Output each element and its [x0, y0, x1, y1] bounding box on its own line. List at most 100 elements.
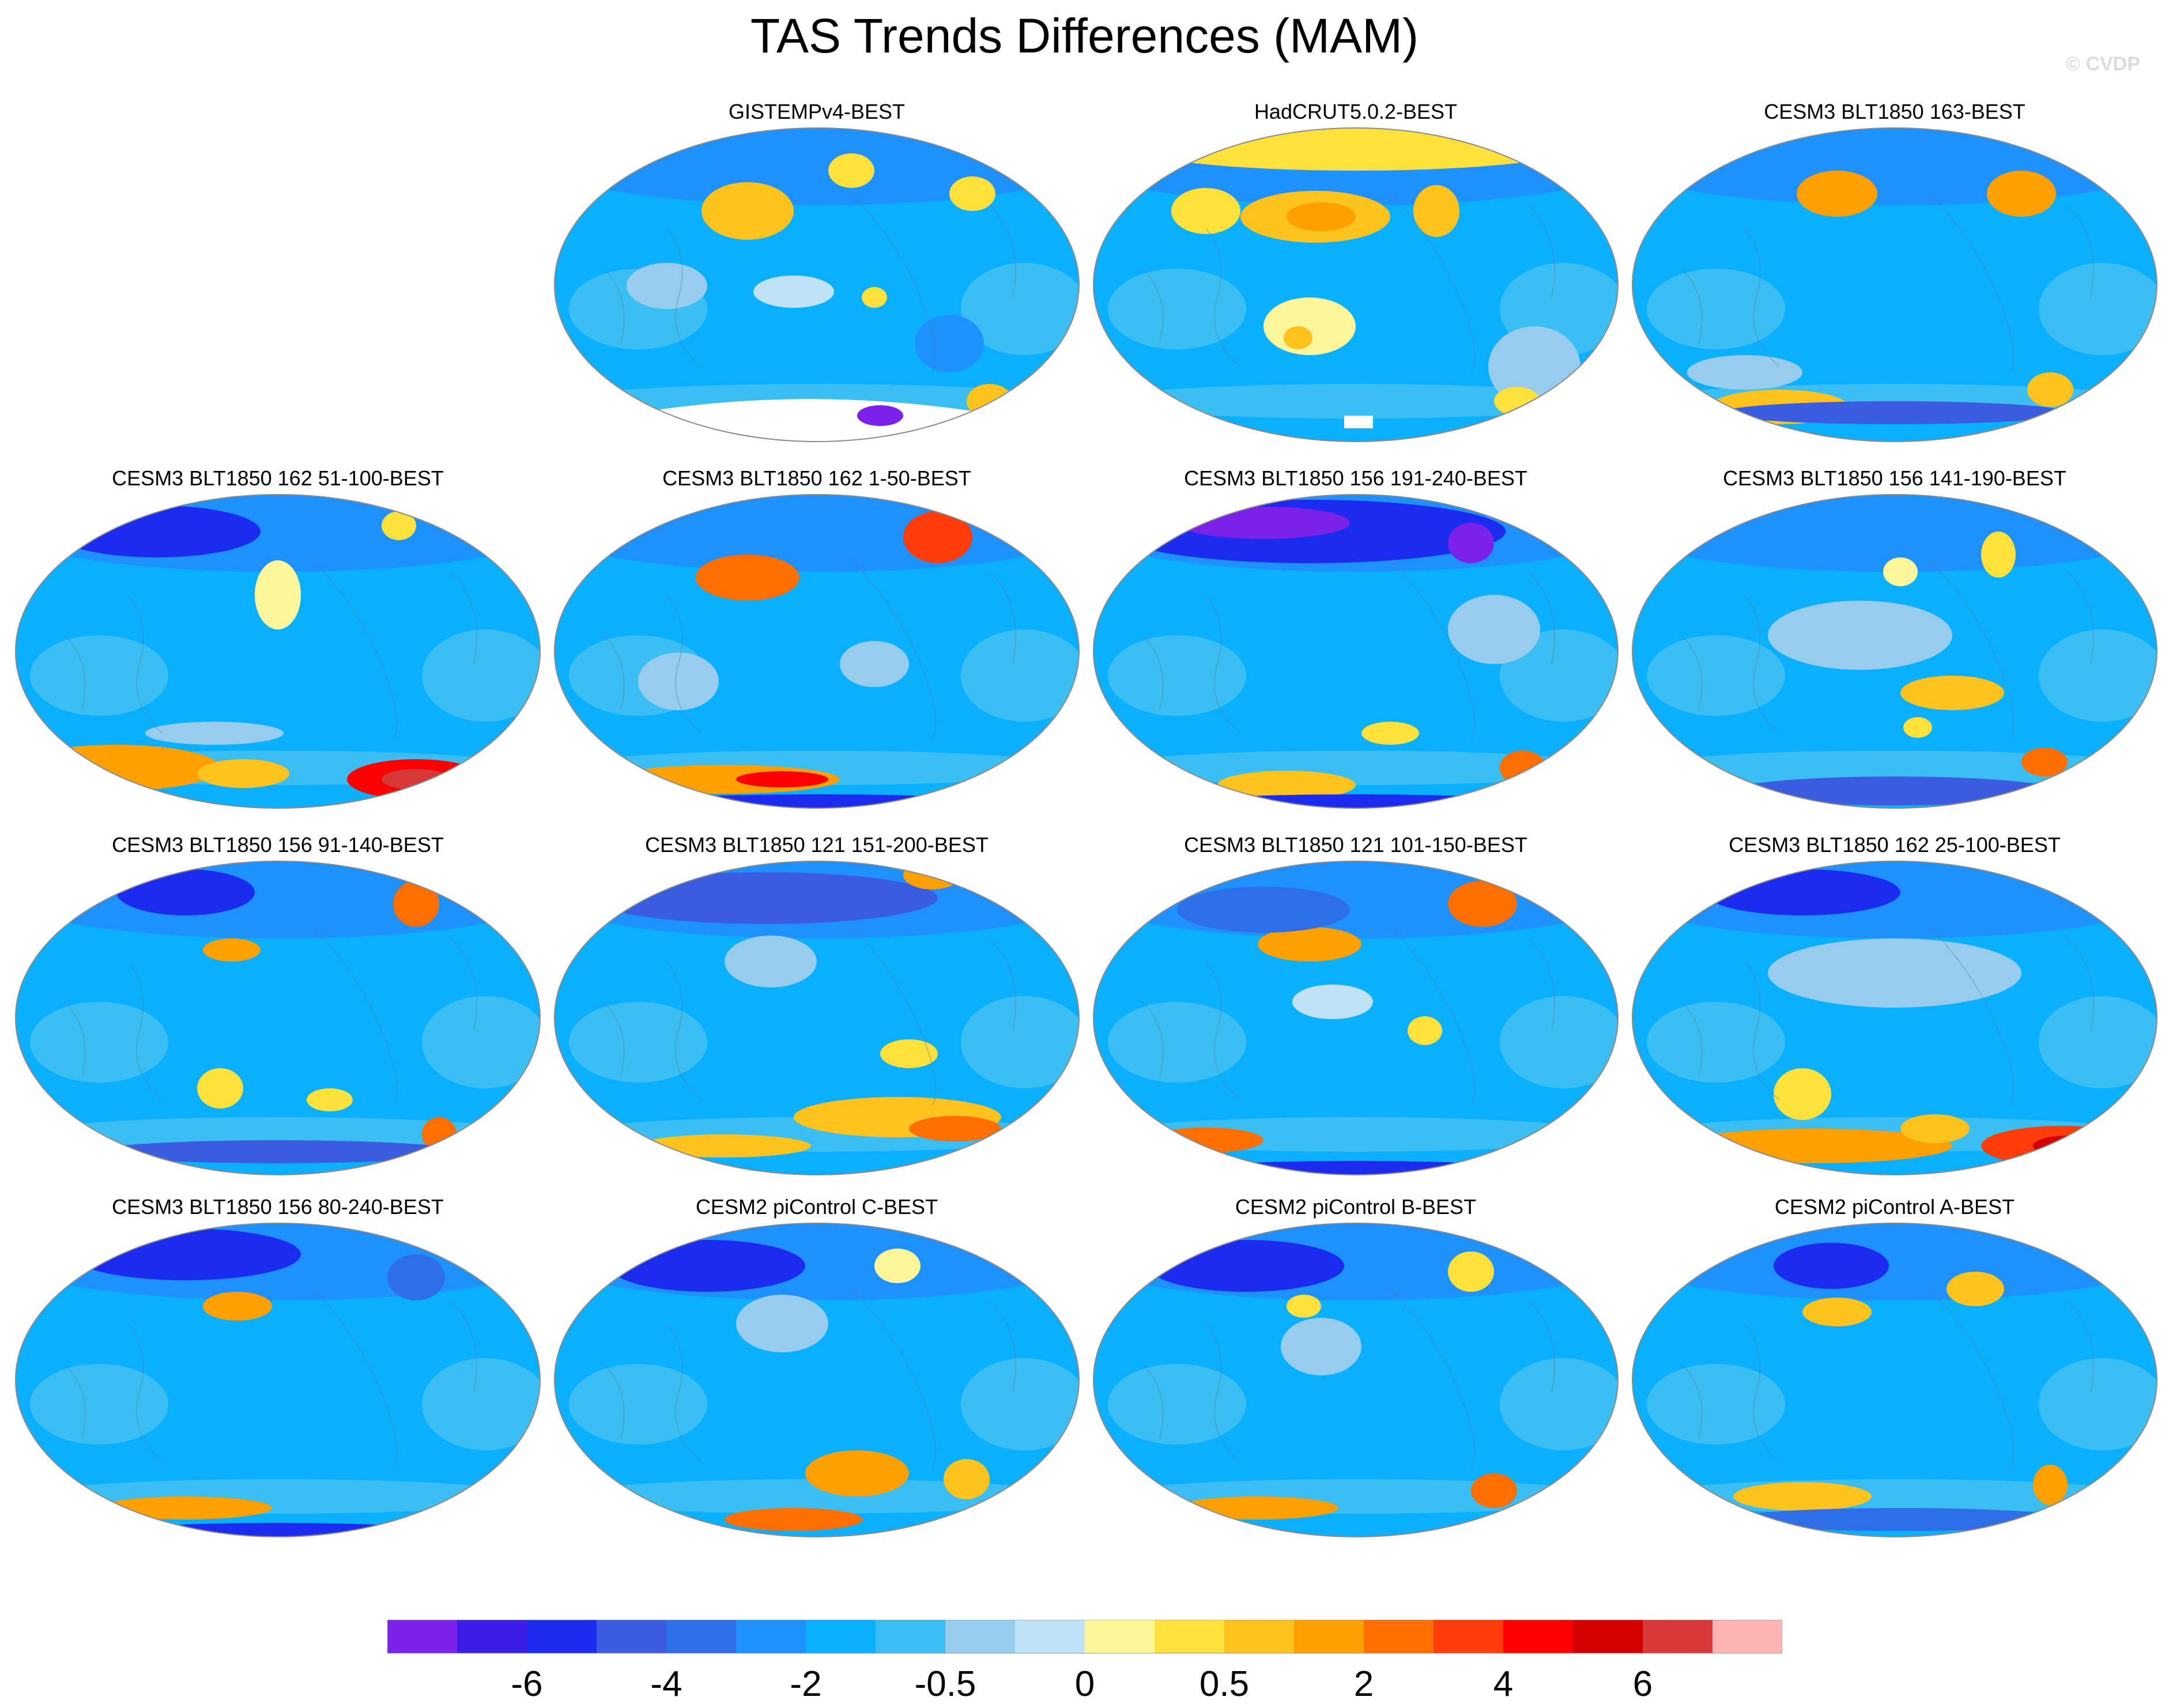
- anomaly-region: [1647, 1364, 1785, 1445]
- coastline: [603, 926, 1016, 1106]
- anomaly-region: [1093, 1223, 1618, 1300]
- anomaly-region: [949, 176, 995, 211]
- map-border: [1093, 1223, 1619, 1537]
- anomaly-region: [1413, 185, 1459, 237]
- robinson-map: [554, 494, 1080, 809]
- anomaly-region: [874, 1249, 921, 1283]
- robinson-map: [554, 127, 1080, 442]
- anomaly-region: [1281, 1318, 1361, 1375]
- panel-title: GISTEMPv4-BEST: [728, 100, 906, 123]
- anomaly-region: [1647, 635, 1785, 716]
- anomaly-region: [1802, 1298, 1872, 1326]
- anomaly-region: [1647, 269, 1785, 349]
- map-panel: CESM2 piControl B-BEST: [1091, 1194, 1621, 1540]
- map-border: [554, 494, 1080, 809]
- anomaly-region: [382, 769, 451, 790]
- anomaly-region: [70, 1228, 301, 1280]
- anomaly-region: [736, 771, 828, 787]
- map-border: [554, 1223, 1080, 1537]
- anomaly-region: [1768, 601, 1952, 670]
- robinson-map: [1632, 127, 2157, 442]
- coastline: [1142, 560, 1555, 740]
- colorbar-swatch: [1015, 1620, 1085, 1653]
- robinson-map: [15, 494, 541, 809]
- anomaly-region: [1171, 188, 1240, 234]
- anomaly-region: [30, 1364, 168, 1445]
- anomaly-region: [862, 287, 887, 308]
- colorbar-tick-label: 4: [1493, 1664, 1513, 1704]
- anomaly-region: [753, 276, 834, 308]
- colorbar-swatch: [1503, 1620, 1574, 1653]
- panel-title: HadCRUT5.0.2-BEST: [1254, 100, 1458, 123]
- anomaly-region: [1903, 717, 1932, 738]
- anomaly-region: [16, 861, 540, 938]
- map-panel: CESM3 BLT1850 156 191-240-BEST: [1091, 466, 1621, 812]
- anomaly-region: [725, 1508, 863, 1531]
- anomaly-region: [2027, 372, 2073, 407]
- colorbar-tick-label: 6: [1633, 1664, 1653, 1704]
- anomaly-region: [1448, 595, 1540, 664]
- robinson-map: [15, 1223, 541, 1537]
- coastline: [1681, 1288, 2094, 1468]
- robinson-map: [554, 1223, 1080, 1537]
- anomaly-region: [1494, 387, 1540, 416]
- coastline: [64, 926, 477, 1106]
- anomaly-region: [1981, 531, 2016, 578]
- anomaly-region: [569, 1364, 707, 1445]
- anomaly-region: [1108, 269, 1246, 349]
- anomaly-region: [1774, 1068, 1831, 1120]
- anomaly-region: [1727, 1508, 2073, 1531]
- colorbar-swatch: [1364, 1620, 1434, 1653]
- colorbar-swatch: [1155, 1620, 1225, 1653]
- colorbar-swatch: [666, 1620, 737, 1653]
- anomaly-region: [1148, 1128, 1263, 1153]
- anomaly-region: [2033, 1136, 2102, 1156]
- robinson-map: [1093, 1223, 1619, 1537]
- map-border: [1632, 494, 2157, 809]
- anomaly-region: [609, 1240, 805, 1292]
- map-panel: CESM2 piControl C-BEST: [552, 1194, 1082, 1540]
- panel-title: CESM3 BLT1850 156 80-240-BEST: [112, 1195, 444, 1219]
- panel-title: CESM3 BLT1850 121 101-150-BEST: [1184, 833, 1527, 857]
- anomaly-region: [382, 511, 416, 540]
- map-border: [1093, 494, 1619, 809]
- panel-title: CESM3 BLT1850 162 51-100-BEST: [112, 466, 444, 490]
- anomaly-region: [909, 1116, 1001, 1141]
- anomaly-region: [393, 881, 439, 927]
- robinson-map: [1093, 861, 1619, 1175]
- anomaly-region: [1641, 751, 2148, 785]
- anomaly-region: [2039, 1358, 2157, 1450]
- anomaly-region: [915, 315, 984, 372]
- anomaly-region: [961, 263, 1079, 355]
- coastline: [1681, 560, 2094, 740]
- anomaly-region: [145, 722, 284, 745]
- anomaly-region: [880, 1039, 938, 1068]
- robinson-map: [15, 861, 541, 1175]
- colorbar-tick-label: 2: [1354, 1664, 1374, 1704]
- anomaly-region: [1102, 384, 1609, 418]
- robinson-map: [1632, 861, 2157, 1175]
- anomaly-region: [1500, 629, 1618, 722]
- coastline: [64, 560, 477, 740]
- anomaly-region: [1987, 171, 2056, 217]
- map-border: [1093, 127, 1619, 442]
- anomaly-region: [1108, 1002, 1246, 1083]
- anomaly-region: [1733, 1482, 1872, 1511]
- map-panel: CESM3 BLT1850 156 91-140-BEST: [13, 832, 543, 1178]
- anomaly-region: [1900, 676, 2004, 710]
- colorbar-tick-label: -0.5: [915, 1664, 976, 1704]
- anomaly-region: [1292, 985, 1373, 1019]
- anomaly-region: [1408, 1016, 1442, 1045]
- robinson-map: [1632, 1223, 2157, 1537]
- panel-title: CESM2 piControl B-BEST: [1235, 1195, 1477, 1219]
- coastline: [1681, 193, 2094, 373]
- coastline: [603, 1288, 1016, 1468]
- robinson-map: [1093, 127, 1619, 442]
- map-border: [1632, 861, 2157, 1175]
- map-border: [15, 494, 541, 809]
- anomaly-region: [422, 996, 540, 1088]
- panel-title: CESM3 BLT1850 156 191-240-BEST: [1184, 466, 1527, 490]
- anomaly-region: [1722, 401, 2068, 424]
- anomaly-region: [696, 555, 799, 601]
- anomaly-region: [961, 1358, 1079, 1450]
